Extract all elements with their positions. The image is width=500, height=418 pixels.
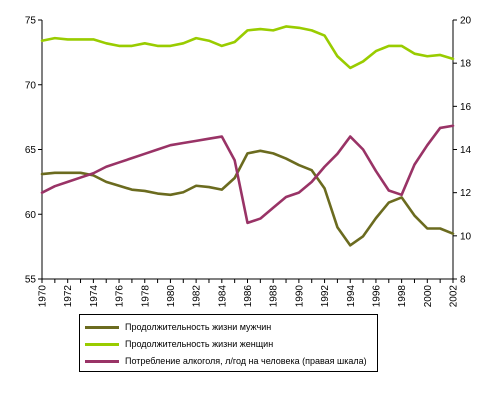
left-tick-label: 65 [25,145,37,156]
legend-label-women: Продолжительность жизни женщин [125,339,274,349]
left-tick-label: 70 [25,80,37,91]
x-tick-label: 1994 [346,285,357,308]
x-tick-label: 1984 [217,285,228,308]
left-tick-label: 60 [25,210,37,221]
legend-item-alcohol: Потребление алкоголя, л/год на человека … [85,353,367,369]
right-tick-label: 10 [460,231,472,242]
legend-item-women: Продолжительность жизни женщин [85,336,273,352]
x-tick-label: 1982 [192,285,203,308]
legend-label-alcohol: Потребление алкоголя, л/год на человека … [125,356,367,366]
x-tick-label: 1998 [397,285,408,308]
right-tick-label: 12 [460,188,472,199]
right-tick-label: 8 [460,275,466,286]
legend: Продолжительность жизни мужчин Продолжит… [79,314,378,372]
series-line-men [40,149,455,247]
left-tick-label: 55 [25,275,37,286]
legend-swatch-men [85,325,119,329]
x-tick-label: 1996 [371,285,382,308]
right-tick-label: 14 [460,145,472,156]
x-tick-label: 1986 [243,285,254,308]
series-line-women [40,25,455,70]
x-tick-label: 2000 [423,285,434,308]
legend-label-men: Продолжительность жизни мужчин [125,322,272,332]
right-tick-label: 16 [460,102,472,113]
x-tick-label: 1988 [269,285,280,308]
series-line-alcohol [40,124,455,225]
x-tick-label: 1976 [115,285,126,308]
x-tick-label: 1974 [89,285,100,308]
plot-area: 55 60 65 70 75 8 10 12 14 16 18 20 1970 1972 1974 1976 1… [25,16,472,308]
right-tick-label: 18 [460,59,472,70]
chart-canvas: 55 60 65 70 75 8 10 12 14 16 18 20 1970 1972 1974 1976 1… [25,16,472,308]
legend-swatch-alcohol [85,359,119,363]
right-tick-label: 20 [460,16,472,27]
left-tick-label: 75 [25,16,37,27]
x-tick-label: 1970 [38,285,49,308]
legend-item-men: Продолжительность жизни мужчин [85,319,271,335]
x-tick-label: 1980 [166,285,177,308]
x-tick-label: 1978 [140,285,151,308]
x-tick-label: 1972 [63,285,74,308]
x-tick-label: 2002 [449,285,460,308]
x-tick-label: 1992 [320,285,331,308]
legend-swatch-women [85,342,119,346]
x-tick-label: 1990 [294,285,305,308]
